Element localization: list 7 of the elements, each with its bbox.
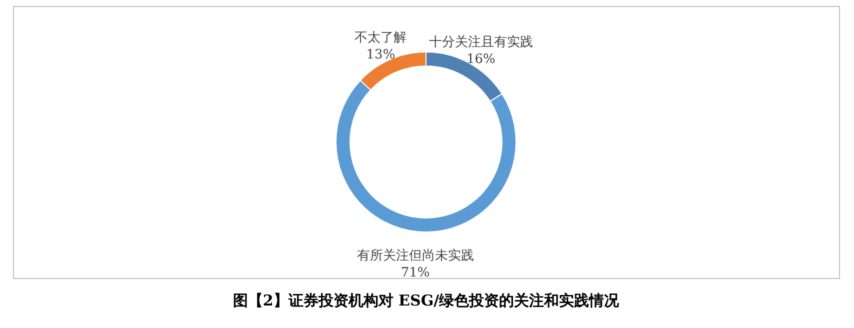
data-label: 16%	[466, 52, 496, 68]
slice-label: 有所关注但尚未实践	[356, 248, 474, 264]
slice-label: 十分关注且有实践	[428, 35, 533, 50]
data-label: 13%	[366, 47, 396, 62]
slice-label: 不太了解	[354, 30, 407, 46]
data-label: 71%	[400, 265, 430, 280]
text: 图【2】证券投资机构对 ESG/绿色投资的关注和实践情况	[232, 291, 620, 310]
